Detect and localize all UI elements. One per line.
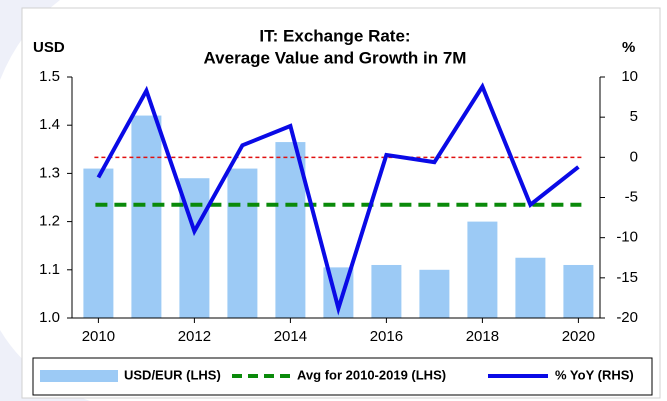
- bar: [83, 168, 114, 318]
- legend-label: USD/EUR (LHS): [124, 367, 221, 382]
- bar: [131, 115, 162, 318]
- x-tick-label: 2012: [178, 328, 211, 345]
- y-tick-label: 1.0: [39, 309, 60, 326]
- bar: [563, 264, 594, 318]
- y2-tick-label: 10: [621, 68, 638, 85]
- y2-tick-label: -20: [616, 309, 638, 326]
- bar: [419, 269, 450, 318]
- x-tick-label: 2020: [562, 328, 595, 345]
- y2-tick-label: 5: [630, 108, 638, 125]
- x-tick-label: 2014: [274, 328, 307, 345]
- line: [96, 82, 580, 316]
- y2-tick-label: 0: [630, 148, 638, 165]
- x-tick-label: 2016: [370, 328, 403, 345]
- y-tick-label: 1.1: [39, 261, 60, 278]
- decoration: [0, 0, 60, 80]
- y-tick-label: 1.2: [39, 213, 60, 230]
- x-tick-label: 2010: [82, 328, 115, 345]
- y-axis-label: USD: [33, 39, 65, 56]
- y-tick-label: 1.5: [39, 68, 60, 85]
- legend-label: Avg for 2010-2019 (LHS): [297, 367, 446, 382]
- chart-title: IT: Exchange Rate:: [259, 26, 410, 45]
- y-tick-label: 1.3: [39, 164, 60, 181]
- bar: [515, 257, 546, 318]
- legend-box: [32, 357, 653, 396]
- y2-tick-label: -5: [625, 188, 638, 205]
- y2-axis-label: %: [622, 39, 635, 56]
- legend-swatch: [40, 370, 118, 382]
- y2-tick-label: -15: [616, 269, 638, 286]
- x-tick-label: 2018: [466, 328, 499, 345]
- bar: [467, 221, 498, 318]
- y-tick-label: 1.4: [39, 116, 60, 133]
- chart-subtitle: Average Value and Growth in 7M: [204, 48, 467, 67]
- bar: [371, 264, 402, 318]
- legend-label: % YoY (RHS): [555, 367, 634, 382]
- bar: [227, 168, 258, 318]
- y2-tick-label: -10: [616, 229, 638, 246]
